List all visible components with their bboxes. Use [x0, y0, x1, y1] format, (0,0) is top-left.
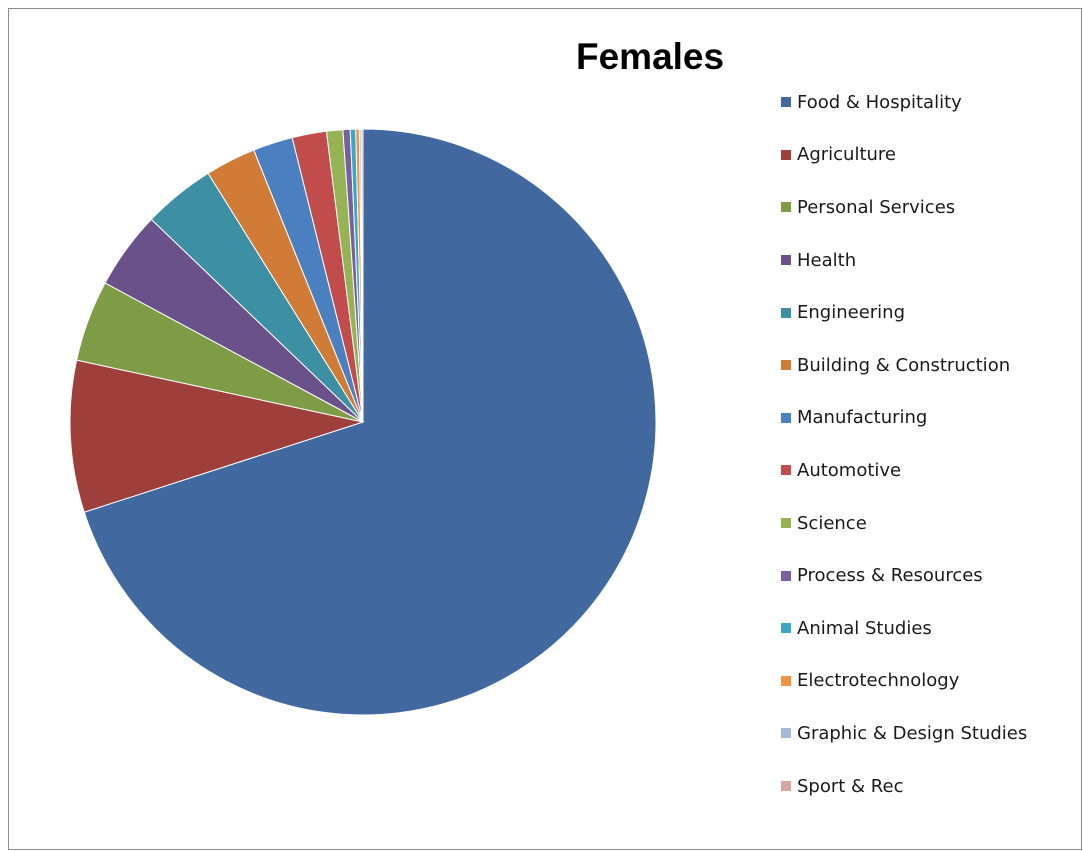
legend-swatch — [781, 518, 791, 529]
legend-item-manufacturing: Manufacturing — [781, 392, 1027, 445]
legend-label: Science — [797, 512, 867, 534]
legend-item-science: Science — [781, 497, 1027, 550]
legend-item-engineering: Engineering — [781, 286, 1027, 339]
legend-item-building-and-construction: Building & Construction — [781, 339, 1027, 392]
legend-swatch — [781, 97, 791, 108]
legend-swatch — [781, 728, 791, 739]
pie-slice-agriculture — [69, 359, 365, 513]
legend-swatch — [781, 149, 791, 160]
legend-label: Electrotechnology — [797, 670, 960, 692]
legend-label: Building & Construction — [797, 354, 1011, 376]
legend-swatch — [781, 202, 791, 213]
legend-swatch — [781, 781, 791, 792]
legend-item-food-and-hospitality: Food & Hospitality — [781, 76, 1027, 129]
legend-item-personal-services: Personal Services — [781, 181, 1027, 234]
legend: Food & Hospitality Agriculture Personal Se… — [781, 76, 1027, 812]
legend-label: Manufacturing — [797, 407, 928, 429]
legend-item-health: Health — [781, 234, 1027, 287]
legend-swatch — [781, 465, 791, 476]
legend-swatch — [781, 360, 791, 371]
legend-item-animal-studies: Animal Studies — [781, 602, 1027, 655]
legend-item-process-and-resources: Process & Resources — [781, 549, 1027, 602]
legend-swatch — [781, 675, 791, 686]
legend-swatch — [781, 570, 791, 581]
legend-label: Process & Resources — [797, 565, 983, 587]
legend-label: Engineering — [797, 302, 905, 324]
legend-item-electrotechnology: Electrotechnology — [781, 655, 1027, 708]
legend-label: Graphic & Design Studies — [797, 722, 1028, 744]
legend-swatch — [781, 412, 791, 423]
legend-label: Animal Studies — [797, 617, 932, 639]
legend-swatch — [781, 623, 791, 634]
legend-item-automotive: Automotive — [781, 444, 1027, 497]
pie-slice-food-and-hospitality — [83, 128, 657, 716]
legend-label: Automotive — [797, 459, 902, 481]
legend-label: Sport & Rec — [797, 775, 904, 797]
legend-swatch — [781, 307, 791, 318]
chart-title: Females — [576, 36, 725, 77]
legend-swatch — [781, 255, 791, 266]
legend-label: Health — [797, 249, 857, 271]
legend-item-sport-and-rec: Sport & Rec — [781, 760, 1027, 813]
legend-label: Personal Services — [797, 196, 956, 218]
legend-label: Agriculture — [797, 144, 896, 166]
legend-item-graphic-and-design-studies: Graphic & Design Studies — [781, 707, 1027, 760]
pie-slice-sport-and-rec — [360, 128, 364, 423]
legend-label: Food & Hospitality — [797, 91, 962, 113]
legend-item-agriculture: Agriculture — [781, 129, 1027, 182]
